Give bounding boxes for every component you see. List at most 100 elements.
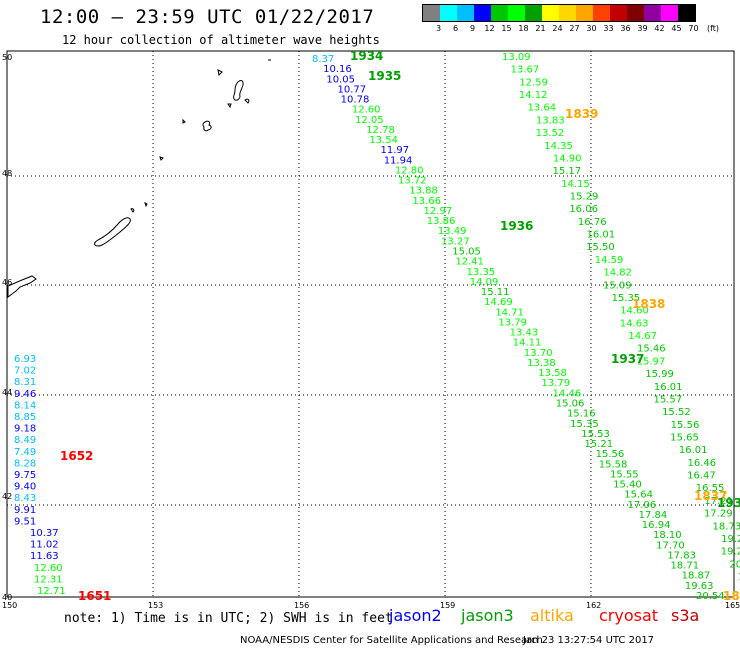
coastline-island — [233, 80, 244, 101]
wave-height-reading: 13.09 — [502, 52, 531, 63]
wave-height-reading: 6.93 — [14, 354, 36, 365]
wave-height-reading: 15.35 — [570, 419, 599, 430]
wave-height-reading: 20. — [729, 559, 740, 570]
wave-height-reading: 12.60 — [34, 563, 63, 574]
wave-height-reading: 13.70 — [524, 348, 553, 359]
scale-swatch — [525, 5, 542, 21]
scale-swatch — [440, 5, 457, 21]
wave-height-reading: 15.64 — [624, 490, 653, 501]
scale-label: 70 — [688, 24, 699, 33]
scale-swatch — [661, 5, 678, 21]
wave-height-reading: 11.97 — [381, 145, 410, 156]
coastline-island — [94, 217, 131, 247]
latitude-label: 44 — [2, 388, 12, 397]
wave-height-reading: 12.80 — [395, 165, 424, 176]
wave-height-reading: 13.35 — [467, 267, 496, 278]
coastline-island — [202, 120, 212, 132]
scale-label: 15 — [501, 24, 512, 33]
footer-timestamp: Jan 23 13:27:54 UTC 2017 — [523, 635, 655, 646]
wave-height-reading: 8.37 — [312, 54, 334, 65]
wave-height-reading: 18.73 — [713, 521, 740, 532]
scale-label: 36 — [620, 24, 631, 33]
pass-time-label: 1935 — [368, 69, 401, 83]
wave-height-reading: 13.38 — [527, 358, 556, 369]
wave-height-reading: 12.41 — [455, 257, 484, 268]
wave-height-reading: 15.16 — [567, 409, 596, 420]
scale-label: 27 — [569, 24, 580, 33]
wave-height-color-scale: 3 6 9 12 15 18 21 24 27 30 33 36 39 42 45 70 (ft) — [422, 4, 719, 33]
wave-height-reading: 13.88 — [409, 186, 438, 197]
wave-height-reading: 9.18 — [14, 424, 36, 435]
wave-height-reading: 14.35 — [544, 141, 573, 152]
scale-label: 21 — [535, 24, 546, 33]
wave-height-reading: 15.53 — [581, 429, 610, 440]
legend-item-jason3: jason3 — [461, 606, 514, 625]
wave-height-reading: 16.55 — [696, 483, 725, 494]
wave-height-reading: 13.66 — [412, 196, 441, 207]
wave-height-reading: 12.60 — [352, 105, 381, 116]
pass-time-label: 1936 — [500, 219, 533, 233]
wave-height-reading: 13.43 — [510, 328, 539, 339]
wave-height-reading: 15.56 — [671, 420, 700, 431]
wave-height-reading: 10.37 — [30, 528, 59, 539]
pass-time-label: 1651 — [78, 589, 111, 603]
wave-height-reading: 15.35 — [612, 293, 641, 304]
wave-height-reading: 14.11 — [513, 338, 542, 349]
wave-height-reading: 11.02 — [30, 540, 59, 551]
scale-label: 39 — [637, 24, 648, 33]
wave-height-reading: 15.29 — [570, 192, 599, 203]
scale-swatch — [542, 5, 559, 21]
wave-height-reading: 10.77 — [338, 84, 367, 95]
wave-height-reading: 13.79 — [541, 378, 570, 389]
latitude-label: 42 — [2, 492, 12, 501]
pass-time-label: 1839 — [565, 107, 598, 121]
wave-height-reading: 17.84 — [639, 510, 668, 521]
wave-height-reading: 13.52 — [536, 128, 565, 139]
wave-height-reading: 9.46 — [14, 389, 36, 400]
pass-time-label: 1837 — [694, 489, 727, 503]
note-text: note: 1) Time is in UTC; 2) SWH is in fe… — [64, 611, 393, 626]
longitude-label: 150 — [2, 601, 17, 610]
wave-height-reading: 16.01 — [679, 445, 708, 456]
coastline-island — [244, 98, 250, 104]
wave-height-reading: 13.83 — [536, 115, 565, 126]
wave-height-reading: 16.47 — [687, 471, 716, 482]
wave-height-reading: 12.31 — [34, 574, 63, 585]
wave-height-reading: 16.06 — [569, 204, 598, 215]
scale-label: 6 — [452, 24, 459, 33]
wave-height-reading: 13.79 — [498, 317, 527, 328]
wave-height-reading: 13.67 — [511, 65, 540, 76]
coastline-island — [159, 156, 164, 161]
wave-height-reading: 12.78 — [366, 125, 395, 136]
scale-label: (ft) — [706, 24, 720, 33]
wave-height-reading: 14.46 — [553, 388, 582, 399]
wave-height-reading: 15.56 — [596, 449, 625, 460]
latitude-label: 48 — [2, 169, 12, 178]
wave-height-reading: 15.11 — [481, 287, 510, 298]
wave-height-reading: 9.40 — [14, 482, 36, 493]
wave-height-reading: 14.82 — [603, 268, 632, 279]
footer-credit: NOAA/NESDIS Center for Satellite Applica… — [240, 635, 543, 646]
wave-height-reading: 15.17 — [552, 166, 581, 177]
coastline-island — [217, 69, 223, 77]
scale-swatch — [576, 5, 593, 21]
pass-time-label: 193 — [717, 496, 740, 510]
longitude-label: 165 — [725, 601, 740, 610]
wave-height-reading: 13.72 — [398, 176, 427, 187]
wave-height-reading: 13.54 — [369, 135, 398, 146]
wave-height-reading: 13.64 — [527, 103, 556, 114]
wave-height-reading: 15.57 — [653, 394, 682, 405]
wave-height-reading: 17.21 — [704, 496, 733, 507]
wave-height-reading: 18.10 — [653, 530, 682, 541]
wave-height-reading: 8.31 — [14, 377, 36, 388]
coastline-island — [182, 118, 186, 124]
scale-label: 9 — [469, 24, 476, 33]
wave-height-reading: 13.49 — [438, 226, 467, 237]
wave-height-reading: 19.27 — [721, 534, 740, 545]
legend-item-cryosat: cryosat — [599, 606, 659, 625]
scale-label: 24 — [552, 24, 563, 33]
map-frame — [6, 50, 735, 598]
wave-height-reading: 14.90 — [553, 153, 582, 164]
wave-height-reading: 14.69 — [484, 297, 513, 308]
